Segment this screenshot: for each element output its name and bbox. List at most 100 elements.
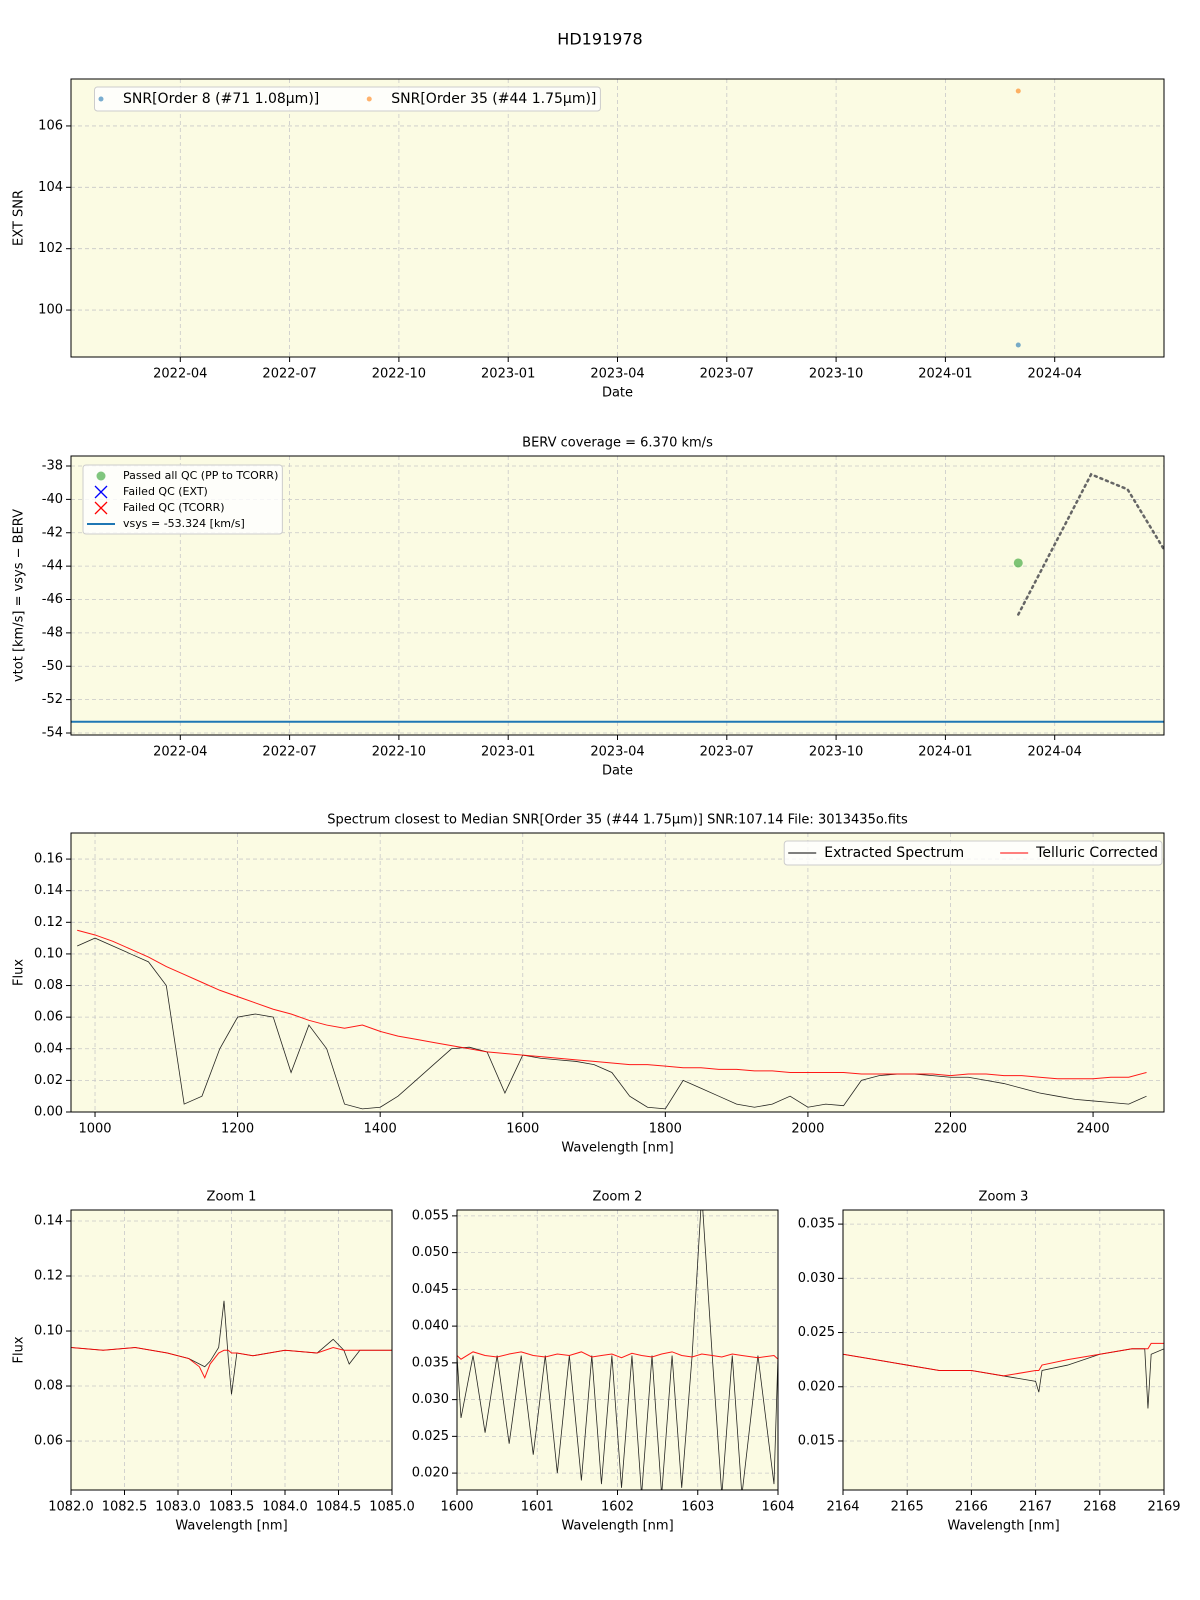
x-axis-label: Wavelength [nm] (175, 1519, 287, 1534)
x-tick-label: 1083.0 (155, 1500, 201, 1515)
plot-frame (70, 1209, 393, 1491)
x-tick-label: 2024-01 (918, 745, 972, 760)
plot-title: Zoom 3 (979, 1190, 1029, 1205)
plot-title: BERV coverage = 6.370 km/s (522, 436, 713, 451)
y-tick-label: 0.035 (412, 1355, 449, 1370)
legend-label: Passed all QC (PP to TCORR) (123, 469, 278, 482)
x-tick-label: 1602 (601, 1500, 634, 1515)
spectrum-line (457, 1210, 778, 1490)
x-axis-label: Wavelength [nm] (561, 1141, 673, 1156)
x-tick-label: 2023-01 (481, 745, 535, 760)
y-tick-label: 0.12 (34, 1269, 63, 1284)
y-tick-label: 0.08 (34, 1379, 63, 1394)
plot-marks (457, 1210, 778, 1490)
plot-frame (456, 1209, 779, 1491)
y-tick-label: 0.035 (798, 1217, 835, 1232)
x-tick-label: 2169 (1147, 1500, 1180, 1515)
x-tick-label: 2024-01 (918, 367, 972, 382)
plot-area (71, 833, 1164, 1112)
plot-title: Zoom 2 (593, 1190, 643, 1205)
x-tick-label: 2200 (934, 1122, 967, 1137)
y-tick-label: 0.020 (798, 1379, 835, 1394)
x-tick-label: 1082.0 (48, 1500, 94, 1515)
plot-frame (842, 1209, 1165, 1491)
y-tick-label: 0.08 (34, 978, 63, 993)
x-tick-label: 1600 (506, 1122, 539, 1137)
x-tick-label: 1082.5 (102, 1500, 148, 1515)
y-tick-label: 0.14 (34, 883, 63, 898)
y-axis-label: Flux (12, 959, 27, 986)
y-tick-label: 0.025 (412, 1429, 449, 1444)
legend-label: Failed QC (EXT) (123, 485, 208, 498)
x-tick-label: 1601 (521, 1500, 554, 1515)
spectrum-line (843, 1342, 1164, 1377)
legend-label: Extracted Spectrum (824, 845, 964, 861)
y-tick-label: -40 (42, 492, 63, 507)
y-tick-label: 106 (38, 118, 63, 133)
legend: SNR[Order 8 (#71 1.08μm)] SNR[Order 35 (#… (94, 86, 601, 112)
figure-title: HD191978 (557, 30, 642, 49)
y-tick-label: 0.025 (798, 1325, 835, 1340)
x-tick-label: 2023-04 (590, 367, 644, 382)
legend-marker (94, 501, 108, 515)
y-tick-label: 0.04 (34, 1041, 63, 1056)
legend-marker (94, 485, 108, 499)
legend-marker (98, 96, 104, 102)
legend: Extracted Spectrum Telluric Corrected (783, 840, 1163, 866)
y-tick-label: 0.045 (412, 1282, 449, 1297)
plot-title: Spectrum closest to Median SNR[Order 35 … (327, 813, 908, 828)
x-tick-label: 1604 (761, 1500, 794, 1515)
spectrum-line (77, 929, 1147, 1080)
berv-curve (1017, 472, 1164, 616)
y-tick-label: 0.06 (34, 1434, 63, 1449)
plot-frame (70, 832, 1165, 1113)
x-tick-label: 2022-10 (372, 367, 426, 382)
plot-marks (71, 472, 1164, 723)
y-axis-label: Flux (12, 1336, 27, 1363)
y-tick-label: 0.16 (34, 852, 63, 867)
point (1015, 88, 1021, 94)
x-tick-label: 2164 (826, 1500, 859, 1515)
legend-label: SNR[Order 35 (#44 1.75μm)] (391, 91, 596, 107)
legend-marker (96, 471, 106, 481)
x-tick-label: 1600 (440, 1500, 473, 1515)
x-tick-label: 2023-10 (809, 367, 863, 382)
point (1015, 342, 1021, 348)
x-tick-label: 2400 (1077, 1122, 1110, 1137)
y-tick-label: 0.12 (34, 915, 63, 930)
spectrum-line (71, 1346, 392, 1380)
plot-marks (71, 1300, 392, 1395)
legend-marker (366, 96, 372, 102)
x-tick-label: 1085.0 (369, 1500, 415, 1515)
plot-marks (843, 1342, 1164, 1409)
plot-area (843, 1210, 1164, 1490)
y-tick-label: 100 (38, 303, 63, 318)
y-tick-label: -50 (42, 659, 63, 674)
x-axis-label: Wavelength [nm] (561, 1519, 673, 1534)
x-tick-label: 1200 (221, 1122, 254, 1137)
plot-marks (1015, 88, 1021, 348)
x-axis-label: Date (602, 764, 633, 779)
spectrum-line (77, 937, 1147, 1110)
x-tick-label: 2168 (1083, 1500, 1116, 1515)
plot-title: Zoom 1 (207, 1190, 257, 1205)
y-tick-label: -44 (42, 559, 63, 574)
y-tick-label: 0.00 (34, 1105, 63, 1120)
y-tick-label: 0.020 (412, 1466, 449, 1481)
x-tick-label: 1083.5 (209, 1500, 255, 1515)
plot-marks (77, 929, 1147, 1110)
x-tick-label: 1084.5 (316, 1500, 362, 1515)
x-tick-label: 1603 (681, 1500, 714, 1515)
plot-area (71, 79, 1164, 357)
x-tick-label: 2024-04 (1028, 367, 1082, 382)
y-tick-label: 0.02 (34, 1073, 63, 1088)
x-tick-label: 2023-07 (700, 367, 754, 382)
x-tick-label: 2165 (891, 1500, 924, 1515)
x-axis-label: Wavelength [nm] (947, 1519, 1059, 1534)
y-tick-label: 0.030 (412, 1392, 449, 1407)
y-tick-label: 102 (38, 241, 63, 256)
y-tick-label: 0.06 (34, 1010, 63, 1025)
x-tick-label: 2166 (955, 1500, 988, 1515)
legend-label: SNR[Order 8 (#71 1.08μm)] (123, 91, 319, 107)
